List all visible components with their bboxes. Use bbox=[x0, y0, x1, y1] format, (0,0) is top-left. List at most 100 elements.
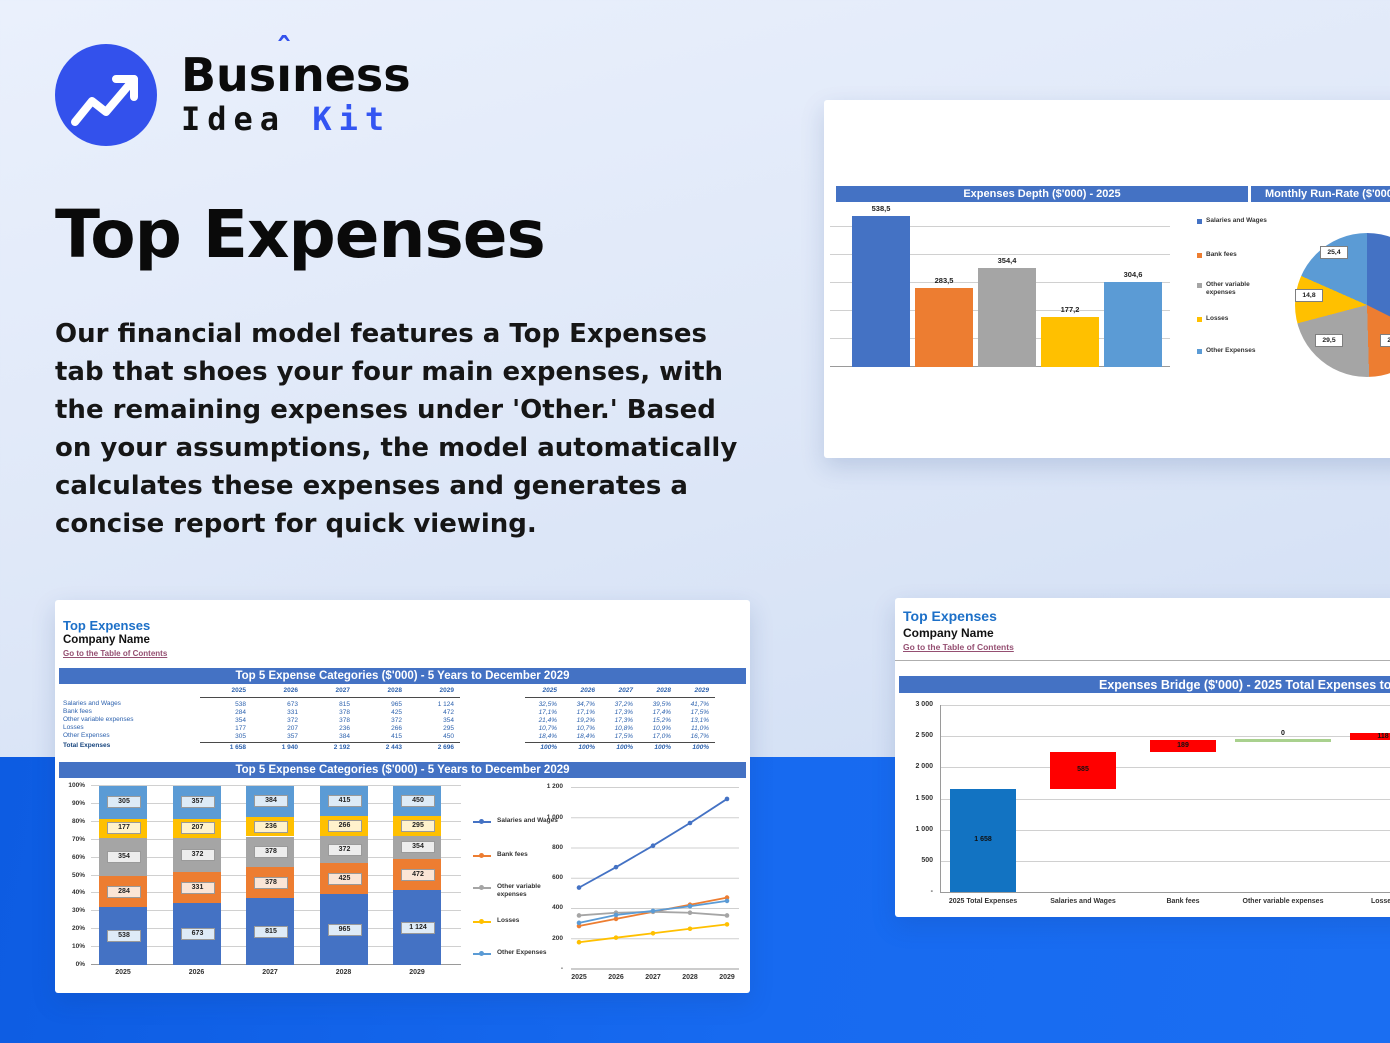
sheet-title: Top Expenses bbox=[903, 608, 997, 624]
waterfall-bar-increase bbox=[1350, 733, 1390, 741]
table-cell: 10,7% bbox=[538, 725, 557, 732]
table-cell: 354 bbox=[443, 717, 454, 724]
table-of-contents-link[interactable]: Go to the Table of Contents bbox=[903, 642, 1014, 652]
table-cell: 17,3% bbox=[614, 709, 633, 716]
table-cell: 10,8% bbox=[614, 725, 633, 732]
table-cell: 21,4% bbox=[538, 717, 557, 724]
brand-name-line2: Idea Kit bbox=[181, 100, 411, 138]
segment-data-label: 354 bbox=[401, 841, 435, 854]
table-cell: 19,2% bbox=[576, 717, 595, 724]
table-cell: 41,7% bbox=[690, 701, 709, 708]
bar-data-label: 354,4 bbox=[997, 255, 1017, 265]
legend-label: Salaries and Wages bbox=[497, 817, 558, 824]
segment-data-label: 284 bbox=[107, 885, 141, 898]
y-tick-label: 1 000 bbox=[546, 813, 563, 821]
x-tick-label: 2028 bbox=[682, 974, 698, 981]
bar-Other variable expenses bbox=[978, 267, 1036, 367]
row-label: Salaries and Wages bbox=[63, 700, 121, 707]
table-cell: 450 bbox=[443, 733, 454, 740]
bar-Losses bbox=[1041, 317, 1099, 367]
legend-swatch-icon bbox=[1197, 219, 1202, 224]
y-tick-label: 50% bbox=[71, 871, 85, 879]
gridline bbox=[940, 798, 1390, 800]
values-row: 538 673 815 965 1 124 bbox=[200, 701, 460, 709]
table-cell: 2029 bbox=[694, 687, 709, 694]
y-tick-label: 30% bbox=[71, 907, 85, 915]
table-cell: 100% bbox=[578, 744, 595, 751]
table-cell: 18,4% bbox=[576, 733, 595, 740]
segment-data-label: 207 bbox=[180, 822, 215, 835]
waterfall-category-label: Other variable expenses bbox=[1242, 898, 1324, 905]
line-chart-svg bbox=[571, 786, 739, 970]
waterfall-chart-expenses-bridge: 3 000 2 500 2 000 1 500 1 000 500 - 1 658 2025 T… bbox=[895, 698, 1390, 910]
values-row: 177 207 236 266 295 bbox=[200, 725, 460, 733]
bar-data-label: 538,5 bbox=[871, 204, 891, 214]
table-cell: 17,3% bbox=[614, 717, 633, 724]
percent-row: 17,1% 17,1% 17,3% 17,4% 17,5% bbox=[525, 709, 715, 717]
table-cell: 177 bbox=[235, 725, 246, 732]
brand-name-part1: Bus bbox=[181, 48, 277, 102]
segment-data-label: 266 bbox=[327, 820, 362, 833]
segment-data-label: 415 bbox=[327, 795, 362, 808]
segment-data-label: 378 bbox=[254, 845, 288, 858]
y-tick-label: 100% bbox=[68, 782, 85, 789]
trending-up-arrow-icon bbox=[55, 44, 157, 146]
bar-Salaries and Wages bbox=[852, 216, 910, 367]
table-cell: 207 bbox=[287, 725, 298, 732]
years-header-row: 2025 2026 2027 2028 2029 bbox=[200, 686, 460, 698]
table-of-contents-link[interactable]: Go to the Table of Contents bbox=[63, 649, 168, 658]
gridline bbox=[940, 829, 1390, 831]
panel-top5-expense-categories: Top Expenses Company Name Go to the Tabl… bbox=[55, 600, 750, 993]
waterfall-bar-total bbox=[950, 788, 1016, 892]
chart-header-expenses-depth: Expenses Depth ($'000) - 2025 bbox=[836, 186, 1248, 202]
table-cell: 372 bbox=[391, 717, 402, 724]
gridline bbox=[830, 226, 1170, 227]
brand-dotless-i: ı bbox=[276, 48, 292, 102]
segment-data-label: 236 bbox=[254, 820, 288, 833]
y-tick-label: 70% bbox=[71, 835, 85, 843]
table-cell: 100% bbox=[540, 744, 557, 751]
legend-label: Other Expenses bbox=[1206, 347, 1256, 354]
segment-data-label: 378 bbox=[254, 876, 288, 889]
table-cell: 384 bbox=[339, 733, 350, 740]
table-header-row bbox=[63, 686, 193, 697]
brand-caret-accent: ˆ bbox=[276, 31, 293, 70]
chart-header-expenses-bridge: Expenses Bridge ($'000) - 2025 Total Exp… bbox=[899, 676, 1390, 693]
y-tick-label: 3 000 bbox=[915, 701, 933, 709]
brand-idea-text: Idea bbox=[181, 100, 287, 138]
segment-data-label: 372 bbox=[180, 849, 215, 862]
table-cell: 378 bbox=[339, 717, 350, 724]
segment-data-label: 538 bbox=[107, 929, 141, 942]
table-cell: 2027 bbox=[335, 687, 350, 694]
y-tick-label: 0% bbox=[75, 961, 85, 968]
table-cell: 13,1% bbox=[690, 717, 709, 724]
table-cell: 425 bbox=[391, 709, 402, 716]
segment-data-label: 331 bbox=[180, 881, 215, 894]
waterfall-data-label: 118 bbox=[1377, 732, 1389, 740]
legend-marker-icon bbox=[479, 853, 484, 858]
hero-paragraph: Our financial model features a Top Expen… bbox=[55, 319, 738, 539]
y-tick-label: 1 000 bbox=[915, 825, 933, 833]
table-cell: 17,0% bbox=[652, 733, 671, 740]
bar-Bank fees bbox=[915, 287, 973, 367]
table-cell: 100% bbox=[616, 744, 633, 751]
table-cell: 472 bbox=[443, 709, 454, 716]
waterfall-data-label: 0 bbox=[1281, 730, 1285, 738]
table-cell: 378 bbox=[339, 709, 350, 716]
table-cell bbox=[63, 686, 193, 697]
divider-line bbox=[895, 660, 1390, 661]
row-label: Losses bbox=[63, 724, 84, 731]
table-cell: 32,5% bbox=[538, 701, 557, 708]
table-cell: 2 192 bbox=[333, 744, 350, 751]
table-cell: 17,4% bbox=[652, 709, 671, 716]
table-cell: 2029 bbox=[439, 687, 454, 694]
y-tick-label: 800 bbox=[552, 843, 563, 851]
pie-data-label: 29,5 bbox=[1315, 334, 1343, 347]
y-tick-label: 1 500 bbox=[915, 794, 933, 802]
table-cell: 2027 bbox=[618, 687, 633, 694]
chart-header-expenses-depth-text: Expenses Depth ($'000) - 2025 bbox=[963, 188, 1121, 200]
x-tick-label: 2026 bbox=[188, 969, 205, 976]
y-tick-label: 1 200 bbox=[546, 783, 563, 791]
row-label: Bank fees bbox=[63, 708, 92, 715]
table-cell: 16,7% bbox=[690, 733, 709, 740]
